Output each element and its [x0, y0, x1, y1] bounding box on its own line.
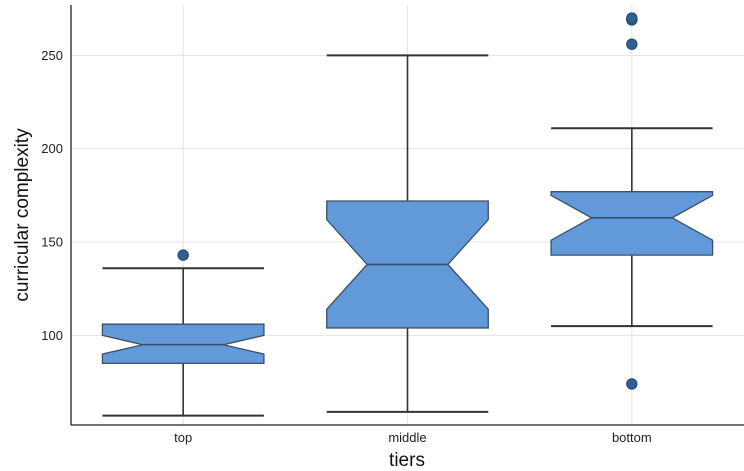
- notched-box: [101, 323, 265, 365]
- box-top: [101, 249, 265, 417]
- x-tick-label-bottom: bottom: [612, 430, 652, 445]
- x-tick-label-middle: middle: [388, 430, 426, 445]
- outlier-point: [626, 378, 638, 390]
- box-middle: [326, 54, 489, 413]
- x-tick-label-top: top: [174, 430, 192, 445]
- outlier-point: [177, 249, 189, 261]
- tick-labels: 100 150 200 250 top middle bottom: [41, 48, 651, 445]
- y-tick-label: 200: [41, 141, 63, 156]
- box-bottom: [550, 12, 714, 390]
- outlier-point: [626, 12, 638, 24]
- box-series: [101, 12, 714, 417]
- y-axis-title: curricular complexity: [12, 128, 33, 302]
- y-tick-label: 100: [41, 328, 63, 343]
- notched-box: [550, 191, 714, 256]
- x-axis-title: tiers: [389, 450, 425, 471]
- y-tick-label: 150: [41, 235, 63, 250]
- y-tick-label: 250: [41, 48, 63, 63]
- outlier-point: [626, 38, 638, 50]
- axes: [70, 5, 744, 426]
